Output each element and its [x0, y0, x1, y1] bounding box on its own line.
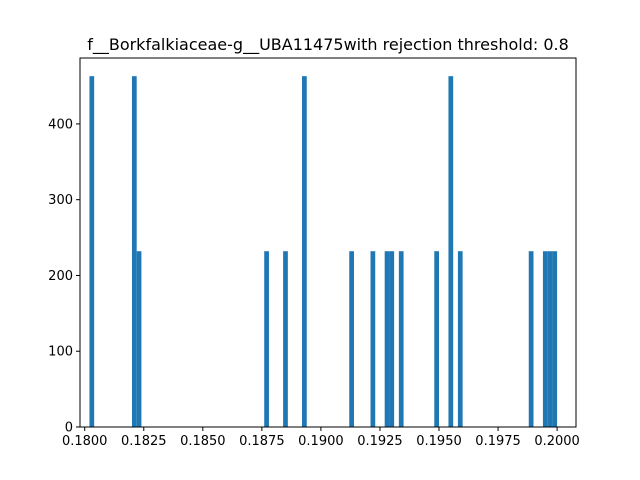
- x-tick-label-0: 0.1800: [62, 434, 108, 449]
- x-tick-label-5: 0.1925: [357, 434, 403, 449]
- histogram-bar-6: [349, 251, 354, 427]
- histogram-bar-9: [389, 251, 395, 427]
- x-tick-label-7: 0.1975: [475, 434, 521, 449]
- histogram-bar-1: [131, 76, 137, 428]
- histogram-bar-0: [89, 76, 95, 428]
- y-tick-label-2: 200: [48, 269, 73, 284]
- y-tick-label-0: 0: [65, 421, 73, 436]
- histogram-bar-5: [302, 76, 307, 428]
- histogram-bar-11: [434, 251, 440, 427]
- histogram-bar-14: [528, 251, 534, 427]
- chart-title: f__Borkfalkiaceae-g__UBA11475with reject…: [87, 35, 569, 55]
- histogram-bar-7: [370, 251, 376, 427]
- x-tick-label-6: 0.1950: [416, 434, 462, 449]
- histogram-bar-3: [264, 251, 269, 427]
- y-tick-label-3: 300: [48, 193, 73, 208]
- histogram-bar-13: [457, 251, 463, 427]
- histogram-bar-17: [552, 251, 558, 427]
- x-tick-label-2: 0.1850: [180, 434, 226, 449]
- y-tick-label-4: 400: [48, 117, 73, 132]
- histogram-bar-15: [542, 251, 548, 427]
- x-tick-label-1: 0.1825: [121, 434, 167, 449]
- y-axis-ticks: 0 100 200 300 400: [48, 117, 80, 436]
- histogram-bar-12: [448, 76, 454, 428]
- histogram-bar-8: [384, 251, 390, 427]
- histogram-bar-16: [547, 251, 553, 427]
- plot-frame: [79, 57, 577, 428]
- histogram-bar-10: [398, 251, 404, 427]
- histogram-bar-4: [283, 251, 288, 427]
- x-tick-label-8: 0.2000: [534, 434, 580, 449]
- x-axis-ticks: 0.1800 0.1825 0.1850 0.1875 0.1900 0.1925 0.19…: [62, 427, 580, 449]
- histogram-bar-2: [136, 251, 142, 427]
- bars-group: [89, 76, 558, 428]
- y-tick-label-1: 100: [48, 345, 73, 360]
- x-tick-label-4: 0.1900: [298, 434, 344, 449]
- x-tick-label-3: 0.1875: [239, 434, 285, 449]
